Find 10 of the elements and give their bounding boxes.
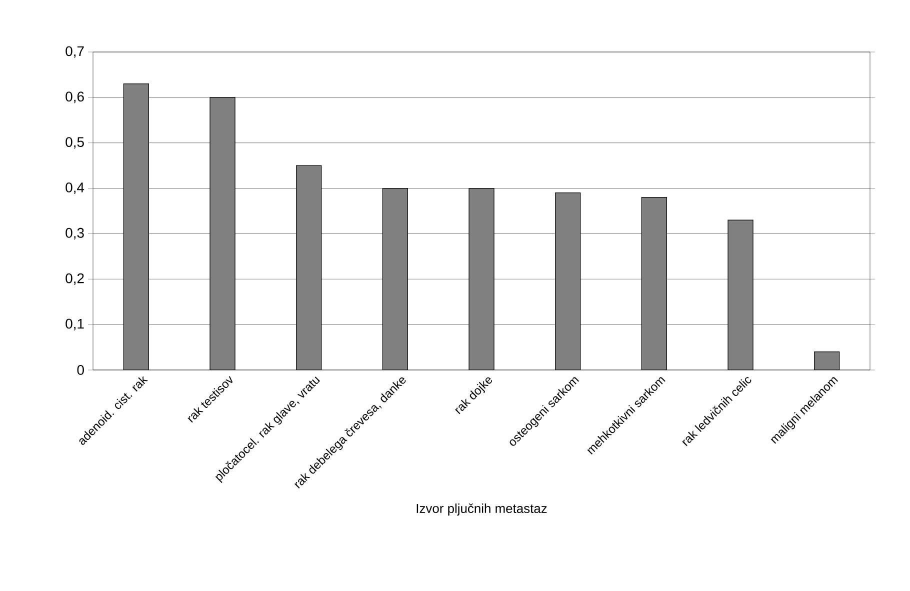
y-tick-label: 0,3 bbox=[66, 228, 84, 240]
y-tick-label: 0 bbox=[77, 365, 84, 375]
x-axis-title: Izvor pljučnih metastaz bbox=[416, 504, 547, 516]
y-tick-label: 0,6 bbox=[66, 92, 84, 104]
y-tick-label: 0,4 bbox=[66, 182, 84, 194]
y-tick-label: 0,2 bbox=[66, 273, 84, 285]
y-tick-label: 0,1 bbox=[66, 318, 84, 330]
y-tick-label: 0,5 bbox=[66, 137, 84, 149]
y-tick-label: 0,7 bbox=[66, 46, 84, 58]
bar bbox=[814, 352, 840, 370]
